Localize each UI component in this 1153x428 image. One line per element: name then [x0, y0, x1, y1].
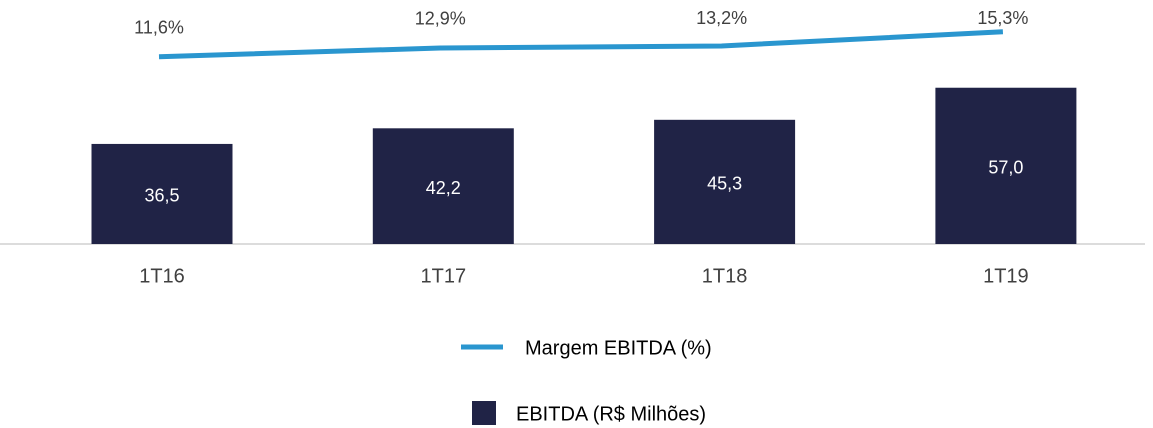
line-value-label: 15,3% [977, 8, 1028, 28]
bar [91, 143, 233, 244]
bar-value-label: 36,5 [144, 186, 179, 206]
legend-swatch [472, 401, 496, 425]
line-value-label: 12,9% [415, 9, 466, 29]
bar-value-label: 42,2 [426, 178, 461, 198]
bar [935, 87, 1077, 244]
x-tick-label: 1T16 [139, 265, 185, 287]
bar [654, 119, 796, 244]
bar-value-label: 57,0 [988, 158, 1023, 178]
x-tick-label: 1T17 [421, 265, 467, 287]
line-value-label: 13,2% [696, 8, 747, 28]
bar-value-label: 45,3 [707, 174, 742, 194]
bar [372, 128, 514, 244]
legend-label: Margem EBITDA (%) [525, 337, 712, 359]
line-value-label: 11,6% [134, 18, 184, 38]
line [158, 29, 1004, 60]
x-tick-label: 1T18 [702, 265, 748, 287]
legend-label: EBITDA (R$ Milhões) [516, 403, 706, 425]
x-tick-label: 1T19 [983, 265, 1029, 287]
